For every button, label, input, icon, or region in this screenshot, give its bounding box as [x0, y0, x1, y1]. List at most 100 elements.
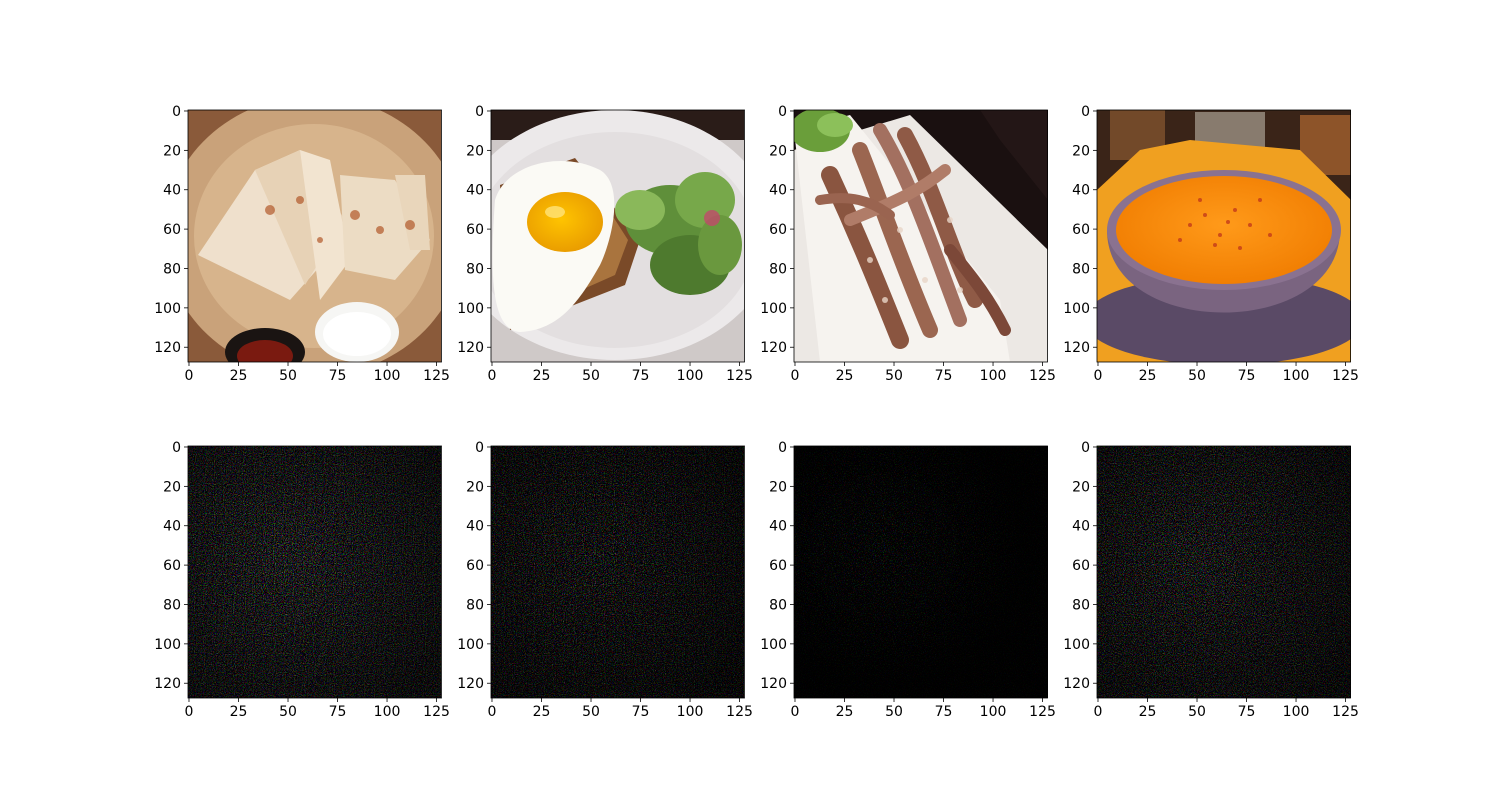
y-tick-label: 120: [457, 676, 484, 692]
x-tick-label: 25: [230, 704, 248, 720]
y-tick-label: 100: [1063, 301, 1090, 317]
y-tick-label: 60: [466, 558, 484, 574]
y-tick-label: 80: [769, 261, 787, 277]
axes-frame: [793, 109, 1048, 363]
x-tick-label: 25: [533, 704, 551, 720]
y-tick-label: 40: [163, 183, 181, 199]
saliency-map-orange-soup: [1097, 446, 1351, 698]
x-tick-label: 100: [1283, 704, 1310, 720]
y-tick-label: 40: [769, 183, 787, 199]
y-tick-label: 40: [769, 519, 787, 535]
x-tick-label: 25: [836, 704, 854, 720]
axes-1-2: 0 25 50 75 100 125 0 20 40 60 80 100 120: [760, 440, 1056, 720]
x-tick-label: 50: [279, 704, 297, 720]
y-tick-label: 0: [1081, 104, 1090, 120]
photo-grilled-squid: [794, 110, 1048, 362]
y-tick-label: 60: [1072, 558, 1090, 574]
saliency-map-fried-egg-toast: [491, 446, 744, 698]
y-tick-label: 20: [466, 479, 484, 495]
axes-frame: [490, 109, 745, 363]
y-tick-label: 40: [1072, 519, 1090, 535]
y-tick-label: 40: [163, 519, 181, 535]
y-tick-label: 80: [466, 261, 484, 277]
y-tick-label: 100: [760, 301, 787, 317]
axes-1-0: 0 25 50 75 100 125 0 20 40 60 80 100 120: [154, 440, 450, 720]
y-tick-label: 100: [457, 301, 484, 317]
x-tick-label: 100: [374, 704, 401, 720]
x-tick-label: 25: [533, 368, 551, 384]
x-tick-label: 125: [1332, 368, 1359, 384]
x-tick-label: 100: [677, 704, 704, 720]
axes-0-2: 0 25 50 75 100 125 0 20 40 60 80 100 120: [760, 104, 1056, 384]
y-tick-label: 80: [1072, 261, 1090, 277]
y-tick-label: 80: [466, 597, 484, 613]
y-tick-label: 0: [778, 440, 787, 456]
y-tick-label: 120: [1063, 340, 1090, 356]
x-tick-label: 0: [791, 704, 800, 720]
x-tick-label: 50: [885, 704, 903, 720]
x-tick-label: 125: [1332, 704, 1359, 720]
y-tick-label: 20: [769, 479, 787, 495]
axes-frame: [793, 445, 1048, 699]
x-tick-label: 0: [1094, 704, 1103, 720]
y-tick-label: 20: [163, 143, 181, 159]
y-tick-label: 80: [163, 597, 181, 613]
y-tick-label: 60: [769, 558, 787, 574]
x-tick-label: 25: [1139, 704, 1157, 720]
y-tick-label: 20: [1072, 479, 1090, 495]
x-tick-label: 0: [1094, 368, 1103, 384]
x-tick-label: 125: [1029, 704, 1056, 720]
x-tick-label: 75: [935, 704, 953, 720]
x-tick-label: 75: [632, 704, 650, 720]
photo-orange-soup: [1097, 110, 1351, 362]
saliency-map-grilled-squid: [794, 446, 1048, 698]
y-tick-label: 0: [172, 104, 181, 120]
x-tick-label: 100: [980, 368, 1007, 384]
x-tick-label: 50: [582, 704, 600, 720]
x-tick-label: 25: [230, 368, 248, 384]
x-tick-label: 0: [185, 368, 194, 384]
x-tick-label: 100: [1283, 368, 1310, 384]
x-tick-label: 125: [1029, 368, 1056, 384]
x-tick-label: 100: [980, 704, 1007, 720]
x-tick-label: 0: [488, 704, 497, 720]
y-tick-label: 0: [475, 440, 484, 456]
y-tick-label: 60: [163, 222, 181, 238]
axes-frame: [1096, 445, 1351, 699]
axes-1-3: 0 25 50 75 100 125 0 20 40 60 80 100 120: [1063, 440, 1359, 720]
y-tick-label: 120: [760, 340, 787, 356]
axes-1-1: 0 25 50 75 100 125 0 20 40 60 80 100 120: [457, 440, 753, 720]
axes-0-3: 0 25 50 75 100 125 0 20 40 60 80 100 120: [1063, 104, 1359, 384]
x-tick-label: 50: [1188, 704, 1206, 720]
x-tick-label: 75: [935, 368, 953, 384]
x-tick-label: 0: [185, 704, 194, 720]
x-tick-label: 75: [632, 368, 650, 384]
y-tick-label: 120: [1063, 676, 1090, 692]
y-tick-label: 120: [154, 340, 181, 356]
y-tick-label: 100: [1063, 637, 1090, 653]
y-tick-label: 20: [1072, 143, 1090, 159]
x-tick-label: 100: [374, 368, 401, 384]
y-tick-label: 60: [163, 558, 181, 574]
photo-fried-egg-toast: [491, 110, 744, 362]
y-tick-label: 120: [760, 676, 787, 692]
axes-frame: [187, 445, 442, 699]
y-tick-label: 120: [457, 340, 484, 356]
y-tick-label: 100: [154, 301, 181, 317]
x-tick-label: 25: [836, 368, 854, 384]
y-tick-label: 0: [1081, 440, 1090, 456]
x-tick-label: 75: [1238, 368, 1256, 384]
y-tick-label: 40: [1072, 183, 1090, 199]
x-tick-label: 50: [885, 368, 903, 384]
axes-0-0: 0 25 50 75 100 125 0 20 40 60 80 100 120: [154, 104, 450, 384]
x-tick-label: 50: [582, 368, 600, 384]
y-tick-label: 0: [172, 440, 181, 456]
y-tick-label: 40: [466, 519, 484, 535]
x-tick-label: 75: [1238, 704, 1256, 720]
y-tick-label: 0: [475, 104, 484, 120]
y-tick-label: 100: [457, 637, 484, 653]
y-tick-label: 120: [154, 676, 181, 692]
y-tick-label: 80: [1072, 597, 1090, 613]
